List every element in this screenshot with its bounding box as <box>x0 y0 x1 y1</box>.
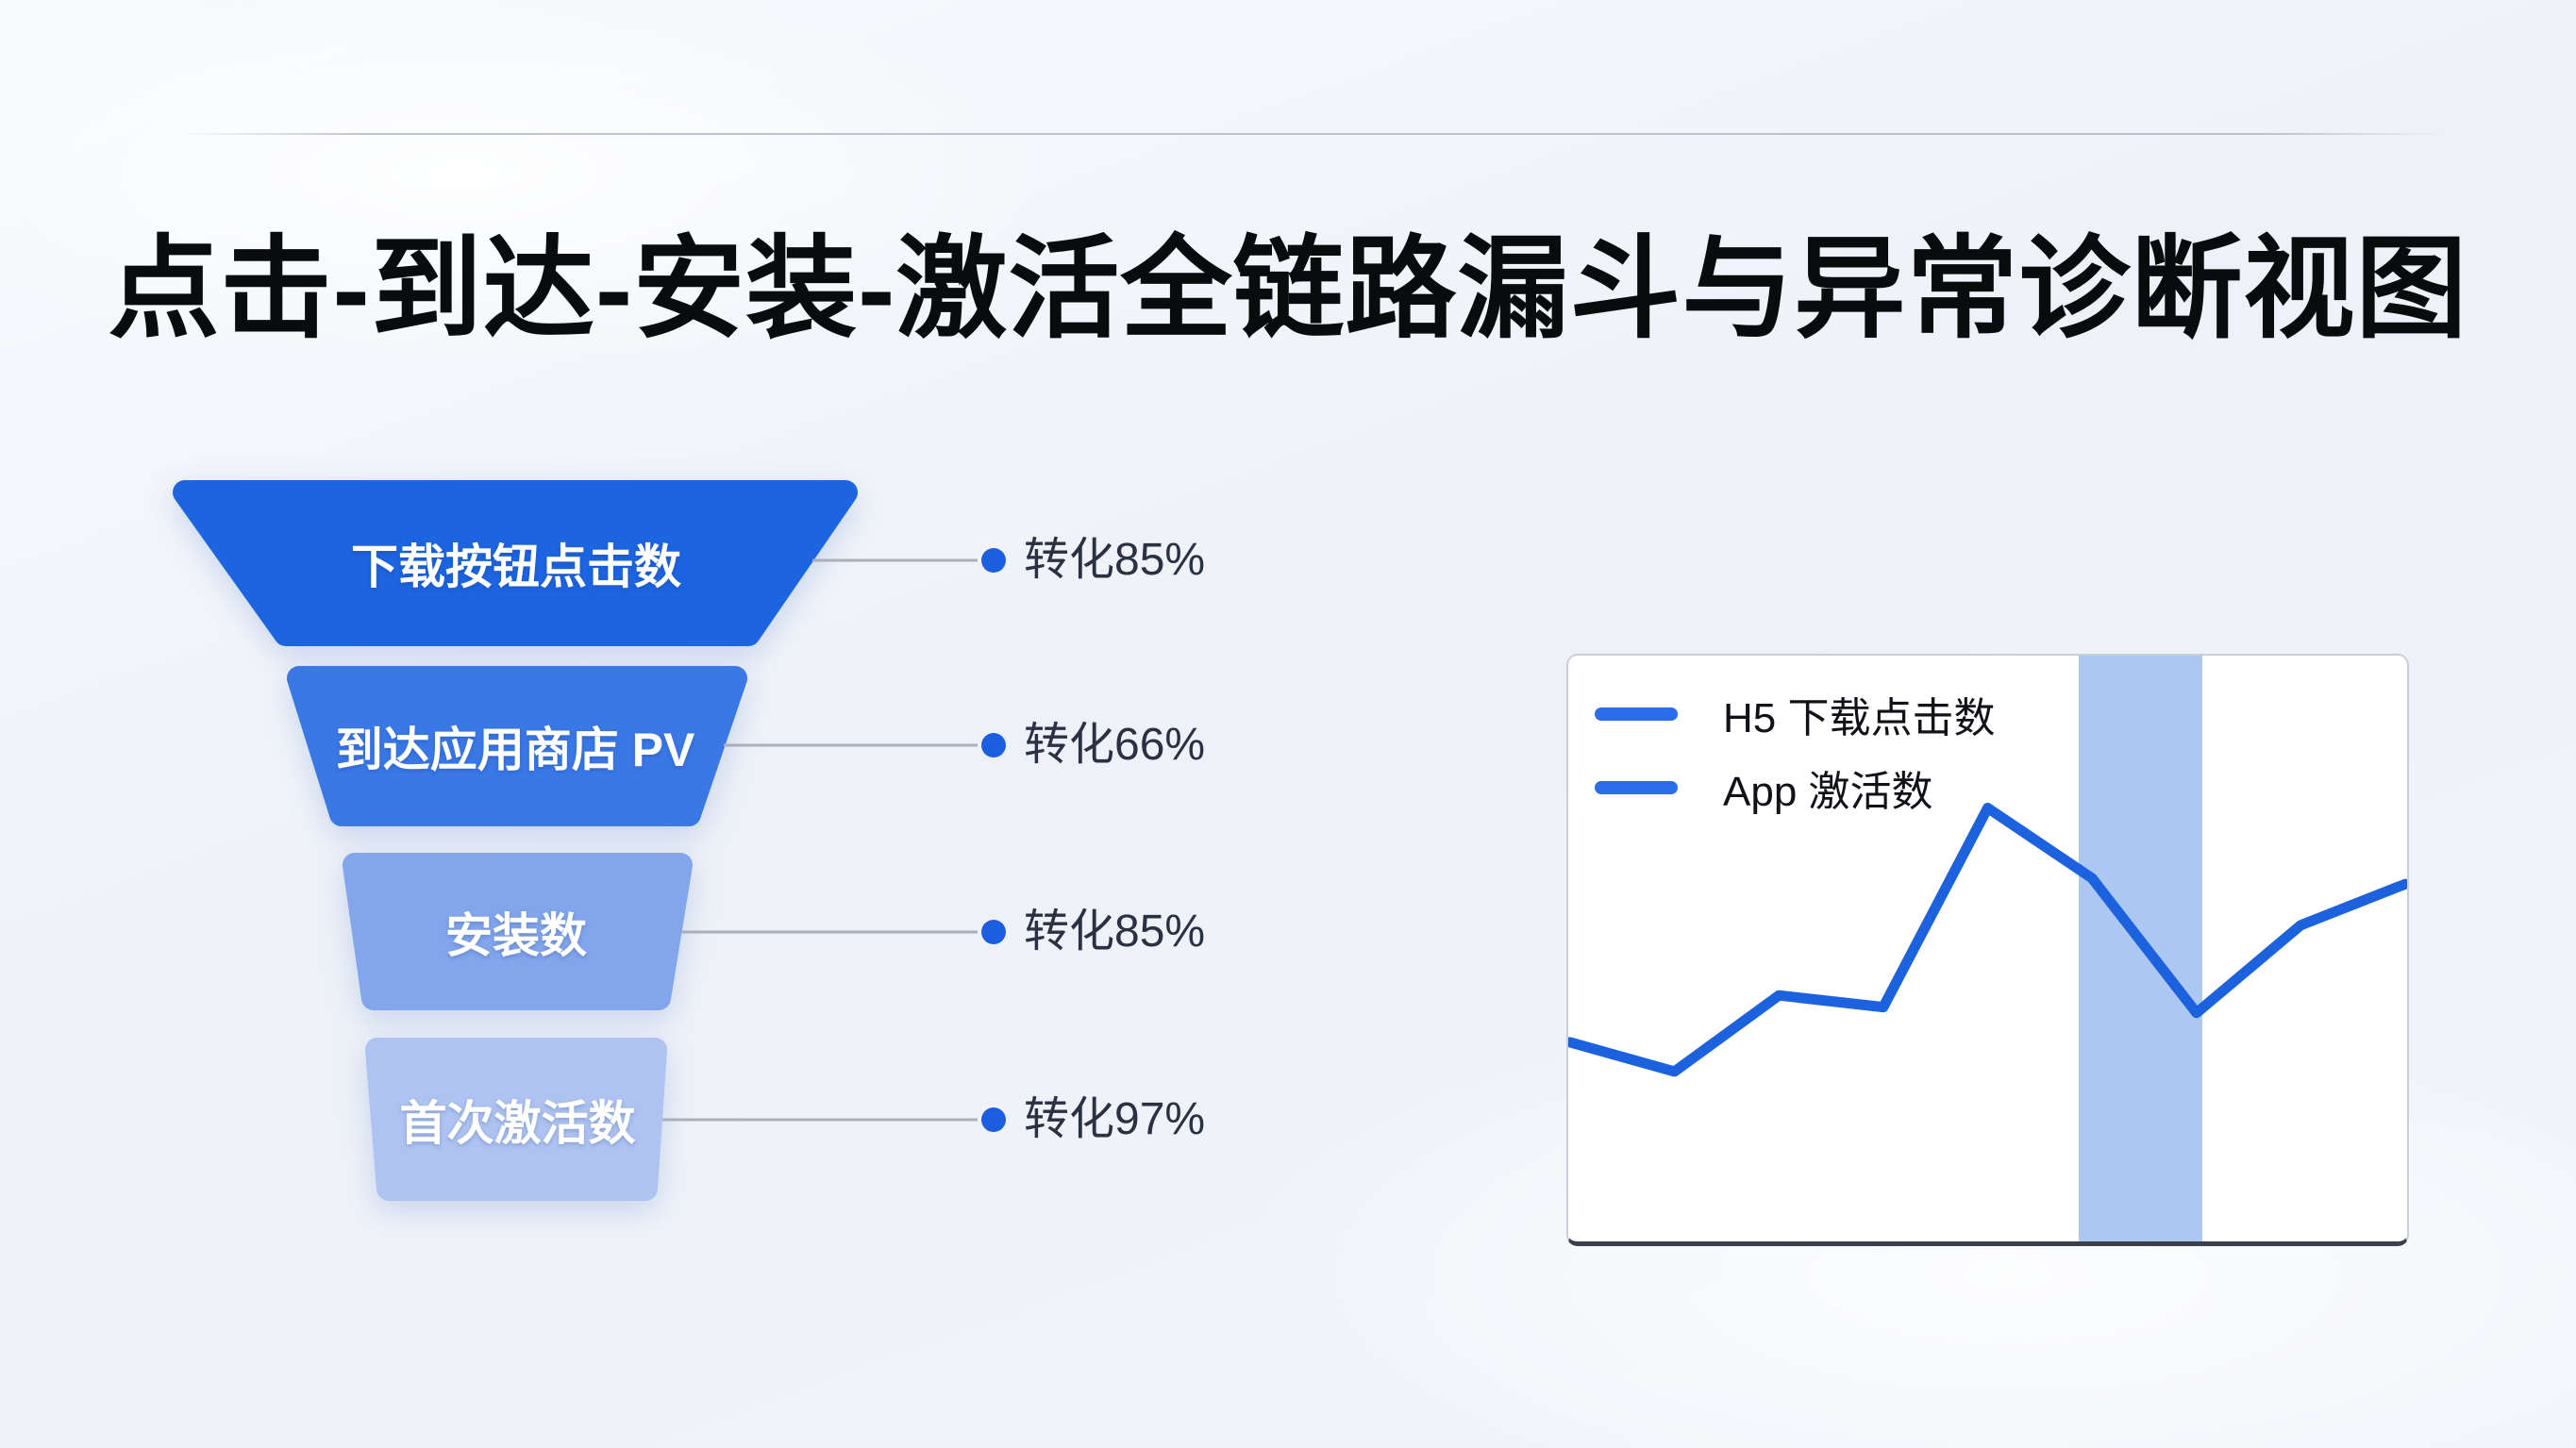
funnel-stage-3-shape[interactable] <box>343 853 693 1010</box>
funnel-stage-4-shape[interactable] <box>365 1038 667 1201</box>
legend-item-app-activations[interactable]: App 激活数 <box>1595 757 1995 818</box>
bullet-dot-1 <box>981 548 1006 573</box>
funnel-stage-2-label: 到达应用商店 PV <box>335 724 695 776</box>
chart-legend: H5 下载点击数 App 激活数 <box>1595 684 1995 818</box>
legend-label: App 激活数 <box>1723 769 1933 815</box>
plot-area: H5 下载点击数 App 激活数 <box>1568 656 2407 1241</box>
trend-line-plot <box>1568 803 2407 1077</box>
legend-item-h5-clicks[interactable]: H5 下载点击数 <box>1595 684 1995 744</box>
bullet-dot-4 <box>981 1107 1006 1132</box>
conversion-label-1: 转化85% <box>1024 535 1206 585</box>
funnel-stage-4-label: 首次激活数 <box>399 1096 636 1150</box>
funnel-stage-1-label: 下载按钮点击数 <box>351 541 681 593</box>
legend-dash-icon <box>1595 707 1678 721</box>
conversion-label-4: 转化97% <box>1024 1094 1206 1144</box>
top-divider-line <box>180 133 2446 135</box>
trend-chart-card: H5 下载点击数 App 激活数 <box>1566 654 2409 1246</box>
bullet-dot-2 <box>981 733 1006 757</box>
legend-dash-icon <box>1595 781 1678 794</box>
page-title: 点击-到达-安装-激活全链路漏斗与异常诊断视图 <box>108 227 2468 352</box>
funnel-stage-3-label: 安装数 <box>445 908 587 962</box>
trend-polyline <box>1568 803 2407 1077</box>
conversion-label-3: 转化85% <box>1024 907 1206 957</box>
legend-label: H5 下载点击数 <box>1723 695 1996 741</box>
conversion-label-2: 转化66% <box>1024 720 1206 770</box>
funnel-stage-2-shape[interactable] <box>287 666 747 826</box>
funnel-stage-1-shape[interactable] <box>173 480 858 646</box>
bullet-dot-3 <box>981 920 1006 944</box>
